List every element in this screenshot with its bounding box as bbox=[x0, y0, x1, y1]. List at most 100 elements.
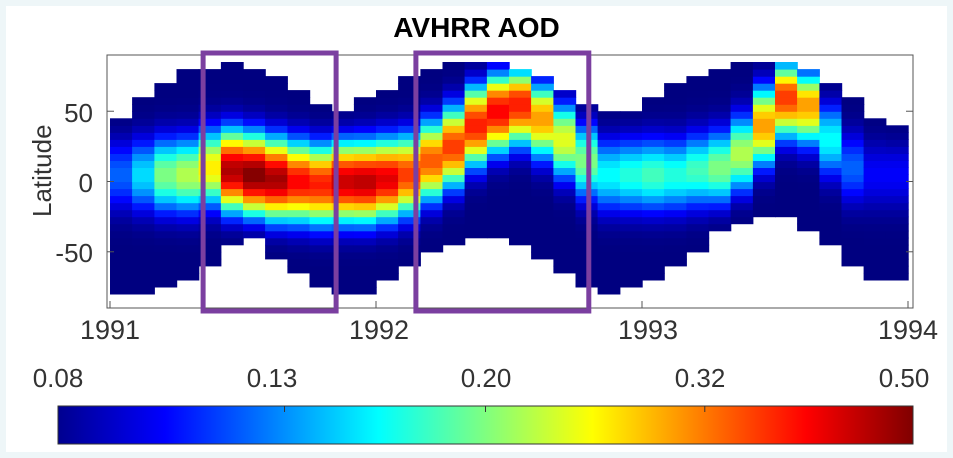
heatmap-cell bbox=[110, 139, 133, 147]
heatmap-cell bbox=[464, 223, 488, 232]
heatmap-cell bbox=[220, 174, 244, 183]
heatmap-cell bbox=[509, 216, 532, 225]
heatmap-cell bbox=[819, 209, 843, 218]
heatmap-cell bbox=[619, 139, 643, 147]
heatmap-cell bbox=[819, 146, 843, 154]
heatmap-cell bbox=[331, 188, 355, 197]
heatmap-cell bbox=[132, 272, 155, 281]
heatmap-cell bbox=[553, 174, 577, 183]
heatmap-cell bbox=[243, 125, 266, 133]
heatmap-cell bbox=[132, 195, 155, 204]
heatmap-cell bbox=[287, 97, 311, 105]
heatmap-cell bbox=[597, 237, 621, 246]
heatmap-cell bbox=[486, 97, 510, 105]
heatmap-cell bbox=[775, 153, 798, 161]
heatmap-cell bbox=[642, 223, 665, 232]
heatmap-cell bbox=[730, 181, 754, 190]
heatmap-cell bbox=[464, 125, 488, 133]
heatmap-cell bbox=[154, 118, 178, 126]
heatmap-cell bbox=[642, 272, 665, 281]
heatmap-cell bbox=[376, 132, 399, 140]
heatmap-cell bbox=[775, 90, 798, 98]
heatmap-cell bbox=[198, 160, 222, 168]
heatmap-cell bbox=[863, 223, 887, 232]
heatmap-cell bbox=[309, 132, 333, 140]
heatmap-cell bbox=[220, 202, 244, 211]
heatmap-cell bbox=[841, 97, 865, 105]
heatmap-cell bbox=[686, 244, 710, 253]
heatmap-cell bbox=[398, 237, 421, 246]
heatmap-cell bbox=[752, 174, 776, 183]
heatmap-cell bbox=[287, 195, 311, 204]
heatmap-cell bbox=[509, 237, 532, 246]
heatmap-cell bbox=[885, 132, 909, 140]
heatmap-cell bbox=[708, 153, 732, 161]
heatmap-cell bbox=[154, 104, 178, 112]
heatmap-cell bbox=[398, 181, 421, 190]
heatmap-cell bbox=[509, 223, 532, 232]
heatmap-cell bbox=[198, 104, 222, 112]
heatmap-cell bbox=[708, 167, 732, 175]
heatmap-cell bbox=[664, 118, 687, 126]
heatmap-cell bbox=[752, 132, 776, 140]
heatmap-cell bbox=[154, 265, 178, 274]
heatmap-cell bbox=[220, 230, 244, 239]
heatmap-cell bbox=[885, 265, 909, 274]
heatmap-cell bbox=[309, 209, 333, 218]
heatmap-cell bbox=[775, 132, 798, 140]
heatmap-cell bbox=[176, 195, 200, 204]
heatmap-cell bbox=[353, 181, 377, 190]
heatmap-cell bbox=[730, 83, 754, 91]
heatmap-cell bbox=[509, 69, 532, 77]
heatmap-cell bbox=[597, 230, 621, 239]
heatmap-cell bbox=[376, 216, 399, 225]
heatmap-cell bbox=[442, 69, 466, 77]
heatmap-cell bbox=[664, 104, 687, 112]
heatmap-cell bbox=[486, 160, 510, 168]
heatmap-cell bbox=[176, 153, 200, 161]
heatmap-cell bbox=[442, 167, 466, 175]
heatmap-cell bbox=[154, 146, 178, 154]
heatmap-cell bbox=[863, 258, 887, 267]
heatmap-cell bbox=[642, 111, 665, 119]
heatmap-cell bbox=[376, 167, 399, 175]
heatmap-cell bbox=[863, 146, 887, 154]
heatmap-cell bbox=[708, 97, 732, 105]
heatmap-cell bbox=[220, 139, 244, 147]
heatmap-cell bbox=[287, 251, 311, 260]
heatmap-cell bbox=[331, 286, 355, 295]
heatmap-cell bbox=[730, 111, 754, 119]
heatmap-cell bbox=[553, 265, 577, 274]
heatmap-cell bbox=[420, 76, 444, 84]
heatmap-cell bbox=[154, 90, 178, 98]
heatmap-cell bbox=[265, 153, 288, 161]
heatmap-cell bbox=[819, 118, 843, 126]
heatmap-cell bbox=[752, 146, 776, 154]
heatmap-cell bbox=[309, 160, 333, 168]
heatmap-cell bbox=[708, 111, 732, 119]
heatmap-cell bbox=[243, 69, 266, 77]
heatmap-cell bbox=[797, 139, 820, 147]
heatmap-cell bbox=[132, 146, 155, 154]
heatmap-cell bbox=[176, 230, 200, 239]
heatmap-cell bbox=[265, 90, 288, 98]
heatmap-cell bbox=[420, 97, 444, 105]
heatmap-cell bbox=[353, 153, 377, 161]
heatmap-cell bbox=[531, 160, 554, 168]
heatmap-cell bbox=[708, 160, 732, 168]
heatmap-cell bbox=[531, 125, 554, 133]
heatmap-cell bbox=[442, 118, 466, 126]
heatmap-cell bbox=[243, 83, 266, 91]
heatmap-cell bbox=[154, 223, 178, 232]
colorbar-tick-label: 0.20 bbox=[460, 363, 512, 393]
heatmap-cell bbox=[619, 153, 643, 161]
heatmap-cell bbox=[176, 97, 200, 105]
heatmap-cell bbox=[730, 139, 754, 147]
heatmap-cell bbox=[486, 118, 510, 126]
heatmap-cell bbox=[243, 181, 266, 190]
heatmap-cell bbox=[398, 202, 421, 211]
heatmap-cell bbox=[553, 209, 577, 218]
heatmap-cell bbox=[265, 132, 288, 140]
heatmap-cell bbox=[265, 244, 288, 253]
heatmap-cell bbox=[220, 76, 244, 84]
